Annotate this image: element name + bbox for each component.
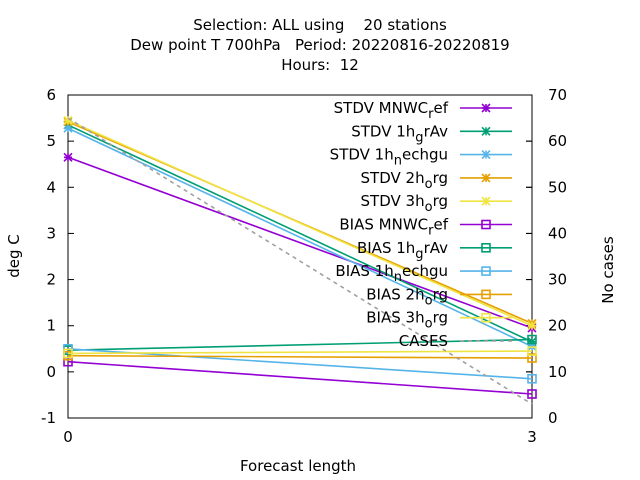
legend-label: BIAS 1hnechgu bbox=[335, 262, 448, 285]
y-tick-label: 2 bbox=[46, 271, 56, 289]
legend-swatch-marker bbox=[481, 289, 491, 300]
y2-tick-label: 10 bbox=[548, 363, 567, 381]
y2-tick-label: 50 bbox=[548, 178, 567, 196]
series-line-2 bbox=[67, 127, 533, 348]
y2-tick-label: 70 bbox=[548, 86, 567, 104]
y-tick-label: 6 bbox=[46, 86, 56, 104]
chart-title-line-1: Selection: ALL using 20 stations bbox=[193, 16, 447, 34]
plot-frame bbox=[67, 94, 533, 419]
data-point-4-0 bbox=[63, 115, 73, 125]
y-tick-label: 3 bbox=[46, 224, 56, 242]
data-point-4-1 bbox=[527, 321, 537, 331]
legend-swatch-marker bbox=[481, 266, 491, 276]
y-tick-label: 0 bbox=[46, 363, 56, 381]
legend-label: STDV 3horg bbox=[361, 192, 448, 215]
legend-swatch-marker bbox=[481, 219, 491, 230]
data-point-9-1 bbox=[527, 346, 537, 356]
y-axis-label: deg C bbox=[5, 234, 23, 278]
data-point-5-1 bbox=[527, 389, 537, 399]
legend-swatch-marker bbox=[481, 243, 491, 253]
chart-title-line-2: Dew point T 700hPa Period: 20220816-2022… bbox=[130, 36, 510, 54]
legend-label: STDV 2horg bbox=[361, 169, 448, 192]
series-line-4 bbox=[67, 119, 533, 327]
legend-label: BIAS 1hgrAv bbox=[357, 239, 448, 262]
y-tick-label: -1 bbox=[41, 409, 56, 427]
y-tick-label: 5 bbox=[46, 132, 56, 150]
data-point-0-0 bbox=[63, 152, 73, 162]
legend-swatch-marker bbox=[481, 126, 491, 136]
legend-label: BIAS MNWCref bbox=[339, 216, 448, 239]
data-point-8-1 bbox=[527, 353, 537, 363]
y-tick-label: 1 bbox=[46, 317, 56, 335]
series-line-6 bbox=[67, 338, 533, 351]
y2-tick-label: 30 bbox=[548, 271, 567, 289]
data-point-7-1 bbox=[527, 373, 537, 384]
legend-swatch-marker bbox=[481, 173, 491, 183]
series-layer bbox=[63, 115, 537, 405]
series-line-0 bbox=[67, 156, 533, 329]
series-line-5 bbox=[67, 360, 533, 395]
data-point-9-0 bbox=[63, 348, 73, 359]
series-line-8 bbox=[67, 354, 533, 359]
legend-swatch-marker bbox=[481, 103, 491, 113]
chart-title-line-3: Hours: 12 bbox=[281, 56, 359, 74]
y-tick-label: 4 bbox=[46, 178, 56, 196]
series-line-10 bbox=[67, 117, 533, 405]
legend-swatch-marker bbox=[481, 196, 491, 206]
legend-label: CASES bbox=[399, 332, 448, 350]
series-line-1 bbox=[67, 124, 533, 343]
data-point-6-1 bbox=[527, 334, 537, 345]
x-axis-label: Forecast length bbox=[240, 457, 356, 475]
legend-label: STDV 1hnechgu bbox=[330, 146, 448, 169]
y2-tick-label: 60 bbox=[548, 132, 567, 150]
y2-tick-label: 20 bbox=[548, 317, 567, 335]
legend-label: BIAS 3horg bbox=[366, 309, 448, 332]
legend-label: BIAS 2horg bbox=[366, 285, 448, 308]
y2-axis-label: No cases bbox=[599, 236, 617, 304]
legend-label: STDV MNWCref bbox=[334, 99, 449, 122]
y2-tick-label: 40 bbox=[548, 224, 567, 242]
legend-swatch-marker bbox=[481, 150, 491, 160]
x-tick-label: 3 bbox=[527, 428, 537, 446]
series-line-9 bbox=[67, 350, 533, 355]
legend-swatch-marker bbox=[481, 312, 491, 323]
x-tick-label: 0 bbox=[63, 428, 73, 446]
legend-label: STDV 1hgrAv bbox=[351, 122, 448, 145]
y2-tick-label: 0 bbox=[548, 409, 558, 427]
